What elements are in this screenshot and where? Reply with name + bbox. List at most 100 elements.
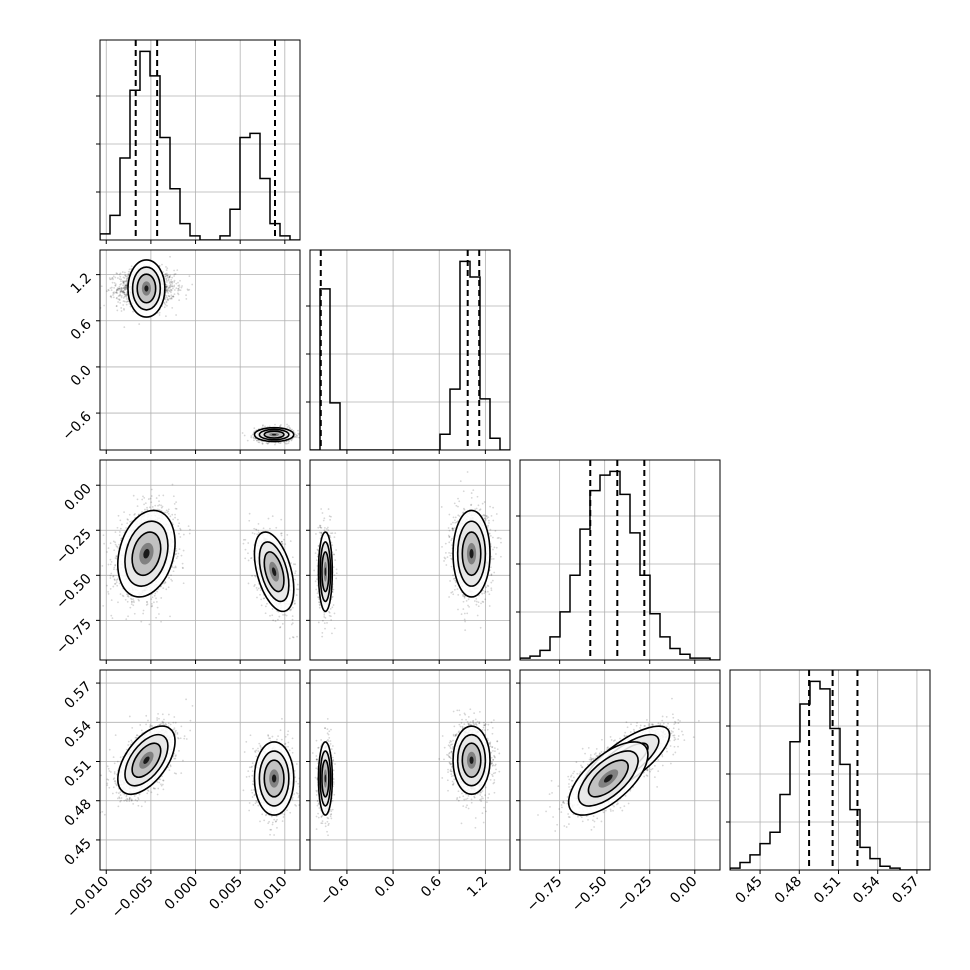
sample-point [125, 527, 128, 529]
sample-point [101, 564, 104, 567]
sample-point [166, 298, 169, 300]
sample-point [169, 255, 171, 258]
sample-point [155, 597, 157, 600]
sample-point [174, 507, 177, 510]
sample-point [170, 291, 172, 294]
sample-point [181, 562, 184, 565]
sample-point [259, 589, 262, 592]
sample-point [295, 434, 298, 436]
sample-point [158, 509, 161, 511]
sample-point [289, 540, 292, 543]
sample-point [141, 498, 144, 501]
sample-point [110, 572, 113, 575]
sample-point [158, 500, 160, 503]
sample-point [142, 495, 144, 498]
sample-point [165, 295, 168, 297]
sample-point [118, 287, 120, 290]
sample-point [182, 582, 185, 585]
sample-point [129, 520, 132, 523]
sample-point [178, 299, 181, 302]
sample-point [291, 622, 294, 625]
sample-point [291, 606, 294, 609]
sample-point [257, 587, 260, 590]
sample-point [163, 582, 166, 585]
sample-point [126, 277, 129, 280]
sample-point [124, 293, 127, 296]
sample-point [286, 426, 289, 428]
sample-point [171, 281, 173, 284]
sample-point [103, 542, 106, 545]
sample-point [259, 593, 261, 596]
sample-point [261, 442, 264, 445]
sample-point [271, 614, 274, 617]
sample-point [124, 286, 126, 289]
y-tick-label: −0.50 [53, 571, 95, 613]
sample-point [175, 549, 178, 552]
sample-point [151, 605, 154, 607]
sample-point [156, 508, 159, 511]
sample-point [119, 283, 122, 286]
sample-point [175, 501, 178, 504]
sample-point [171, 282, 174, 285]
sample-point [124, 271, 126, 274]
sample-point [170, 289, 173, 291]
sample-point [177, 284, 180, 287]
sample-point [294, 572, 297, 575]
sample-point [167, 274, 169, 277]
sample-point [113, 291, 115, 293]
hist-panel-param-1 [306, 249, 511, 454]
sample-point [291, 618, 294, 621]
sample-point [125, 301, 128, 303]
sample-point [122, 287, 125, 290]
sample-point [252, 437, 255, 440]
sample-point [124, 280, 127, 283]
sample-point [134, 513, 136, 515]
sample-point [177, 293, 180, 296]
sample-point [168, 276, 171, 278]
sample-point [166, 267, 169, 270]
sample-point [287, 442, 290, 445]
sample-point [118, 273, 121, 276]
sample-point [172, 295, 175, 298]
sample-point [107, 591, 109, 593]
panel-frame [309, 249, 511, 451]
sample-point [292, 636, 295, 639]
sample-point [114, 284, 117, 287]
sample-point [289, 427, 292, 430]
sample-point [169, 286, 171, 289]
sample-point [173, 289, 176, 291]
sample-point [300, 432, 302, 434]
sample-point [120, 290, 123, 292]
sample-point [115, 545, 118, 548]
sample-point [247, 552, 249, 555]
sample-point [126, 293, 128, 296]
sample-point [119, 593, 122, 595]
sample-point [257, 529, 260, 532]
sample-point [123, 288, 126, 291]
sample-point [130, 603, 133, 606]
sample-point [171, 285, 174, 288]
sample-point [247, 559, 250, 562]
y-tick-label: 0.00 [61, 481, 94, 514]
sample-point [137, 598, 140, 601]
sample-point [297, 588, 300, 591]
sample-point [453, 502, 456, 505]
sample-point [264, 605, 267, 608]
sample-point [112, 575, 115, 578]
sample-point [155, 497, 158, 499]
sample-point [260, 604, 263, 607]
sample-point [132, 600, 135, 602]
sample-point [100, 285, 103, 288]
sample-point [269, 527, 271, 530]
sample-point [178, 532, 180, 535]
sample-point [165, 266, 167, 268]
sample-point [128, 268, 131, 271]
sample-point [150, 605, 153, 608]
sample-point [265, 442, 268, 445]
sample-point [126, 277, 128, 280]
sample-point [179, 528, 182, 531]
sample-point [117, 547, 120, 550]
sample-point [176, 292, 179, 295]
sample-point [102, 604, 105, 607]
